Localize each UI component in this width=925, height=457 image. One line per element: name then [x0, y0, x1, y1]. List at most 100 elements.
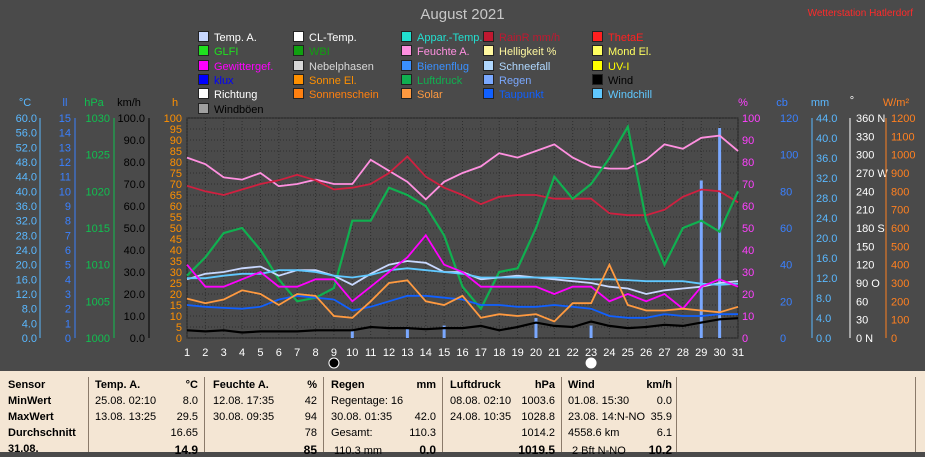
mm-tick-label: 4.0 — [816, 313, 831, 325]
legend-swatch — [483, 88, 494, 100]
legend-label: Solar — [417, 89, 443, 102]
pressure-tick-label: 1010 — [86, 260, 110, 272]
legend-label: Bienenflug — [417, 60, 469, 73]
wind-tick-label: 80.0 — [124, 157, 145, 169]
pressure-tick-label: 1020 — [86, 186, 110, 198]
pressure-tick-label: 1005 — [86, 296, 110, 308]
legend-item: Nebelphasen — [293, 59, 374, 73]
stats-temp-unit: °C — [185, 379, 198, 391]
hours-tick-label: 70 — [170, 179, 182, 191]
hours-tick-label: 90 — [170, 135, 182, 147]
dir-tick-label: 240 — [856, 186, 874, 198]
x-tick-label: 8 — [313, 347, 319, 359]
pressure-tick-label: 1000 — [86, 333, 110, 345]
hours-tick-label: 30 — [170, 267, 182, 279]
legend-item: UV-I — [592, 59, 630, 73]
legend-label: Mond El. — [608, 46, 652, 59]
stats-temp-max-time: 13.08. 13:25 — [95, 411, 157, 423]
stats-rain-current: 0.0 — [419, 443, 436, 457]
hours-tick-label: 65 — [170, 190, 182, 202]
legend-item: Feuchte A. — [401, 45, 470, 58]
mm-tick-label: 32.0 — [816, 173, 837, 185]
x-tick-label: 4 — [239, 347, 245, 359]
x-tick-label: 30 — [714, 347, 726, 359]
stats-hum-max: 94 — [304, 411, 317, 423]
legend-label: Schneefall — [499, 60, 551, 73]
stats-temp-min-time: 25.08. 02:10 — [95, 395, 157, 407]
legend-item: Appar.-Temp. — [401, 31, 482, 44]
uv-tick-label: 5 — [65, 260, 71, 272]
solar-tick-label: 500 — [891, 241, 909, 253]
legend-item: Mond El. — [592, 45, 651, 58]
dir-tick-label: 270 W — [856, 168, 888, 180]
stats-temp-avg: 16.65 — [170, 427, 198, 439]
legend-item: Schneefall — [483, 59, 551, 73]
legend-label: WBI — [309, 46, 330, 59]
uv-tick-label: 0 — [65, 333, 71, 345]
pct-tick-label: 10 — [742, 311, 754, 323]
hours-tick-label: 35 — [170, 256, 182, 268]
hours-tick-label: 75 — [170, 168, 182, 180]
legend-swatch — [401, 45, 412, 57]
hours-axis-unit: h — [172, 97, 178, 109]
dir-tick-label: 30 — [856, 315, 868, 327]
stats-rain-total: 110.3 — [409, 427, 436, 439]
legend-swatch — [592, 31, 603, 42]
legend-item: ThetaE — [592, 31, 643, 44]
pct-axis-unit: % — [738, 97, 748, 109]
stats-hum-current: 85 — [303, 443, 317, 457]
stats-wind-min: 0.0 — [656, 395, 672, 407]
legend-label: Richtung — [214, 89, 258, 102]
hours-tick-label: 55 — [170, 212, 182, 224]
legend-swatch — [483, 31, 494, 42]
stats-row-current: 31.08. — [8, 443, 39, 455]
legend-item: Richtung — [198, 88, 257, 101]
mm-tick-label: 12.0 — [816, 273, 837, 285]
legend-item: WBI — [293, 45, 330, 58]
legend-label: Regen — [499, 74, 532, 87]
x-tick-label: 23 — [585, 347, 597, 359]
uv-tick-label: 11 — [60, 172, 71, 184]
wind-tick-label: 10.0 — [124, 311, 145, 323]
legend-label: Luftdruck — [417, 74, 463, 87]
uv-tick-label: 10 — [59, 186, 71, 198]
hours-tick-label: 85 — [170, 146, 182, 158]
weather-chart: 60.056.052.048.044.040.036.032.028.024.0… — [16, 95, 915, 369]
x-tick-label: 15 — [438, 347, 450, 359]
mm-tick-label: 44.0 — [816, 113, 837, 125]
solar-tick-label: 200 — [891, 296, 909, 308]
mm-tick-label: 40.0 — [816, 133, 837, 145]
x-tick-label: 3 — [221, 347, 227, 359]
legend-swatch — [293, 73, 304, 85]
legend-label: UV-I — [608, 60, 630, 73]
rain-bar — [534, 318, 538, 338]
x-tick-label: 17 — [475, 347, 487, 359]
stats-wind-distance: 4558.6 km — [568, 427, 620, 439]
stats-press-unit: hPa — [534, 379, 555, 391]
legend-label: klux — [214, 74, 234, 87]
dir-tick-label: 90 O — [856, 278, 880, 290]
x-tick-label: 29 — [695, 347, 707, 359]
dir-tick-label: 60 — [856, 296, 868, 308]
hours-tick-label: 25 — [170, 278, 182, 290]
legend-swatch — [401, 31, 412, 42]
stats-press-max-time: 24.08. 10:35 — [450, 411, 512, 423]
legend-swatch — [293, 59, 304, 71]
pct-tick-label: 70 — [742, 179, 754, 191]
stats-col-wind: Wind km/h 01.08. 15:30 0.0 23.08. 14:N-N… — [561, 377, 676, 457]
legend-label: ThetaE — [608, 32, 644, 44]
stats-row-max: MaxWert — [8, 411, 54, 423]
series-line — [187, 267, 739, 286]
x-tick-label: 13 — [401, 347, 413, 359]
legend-item: Gewittergef. — [198, 59, 273, 73]
mm-tick-label: 28.0 — [816, 193, 837, 205]
hours-tick-label: 45 — [170, 234, 182, 246]
legend-item: CL-Temp. — [293, 31, 357, 44]
stats-hum-avg: 78 — [304, 427, 317, 439]
legend-label: Taupunkt — [499, 89, 544, 102]
legend-swatch — [401, 59, 412, 71]
pct-tick-label: 40 — [742, 245, 754, 257]
legend-swatch — [198, 59, 209, 71]
legend-item: Solar — [401, 88, 443, 101]
uv-tick-label: 3 — [65, 289, 71, 301]
